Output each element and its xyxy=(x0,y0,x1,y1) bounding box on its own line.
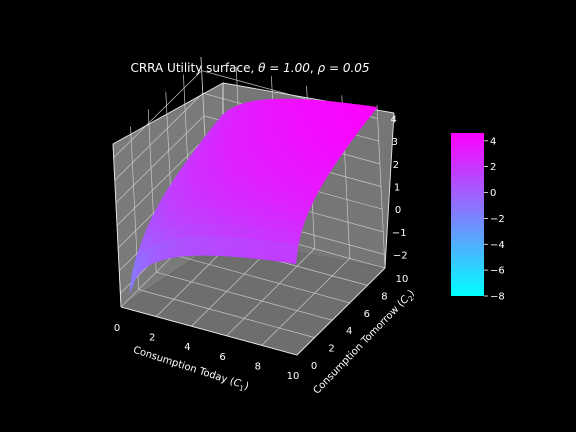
colorbar-tick-label: 4 xyxy=(490,136,496,147)
colorbar-ticks: 4 2 0 −2 −4 −6 −8 xyxy=(484,136,505,303)
y-tick-label: 8 xyxy=(381,291,387,302)
colorbar-tick-label: −8 xyxy=(490,292,505,303)
y-tick-label: 10 xyxy=(396,274,409,285)
z-ticks: −2 −1 0 1 2 3 4 xyxy=(391,115,408,262)
z-tick-label: 3 xyxy=(392,137,398,148)
y-tick-label: 6 xyxy=(364,309,370,320)
floor-pane xyxy=(121,239,385,355)
colorbar xyxy=(451,133,484,296)
y-ticks: 02 4 68 10 xyxy=(311,274,409,372)
z-tick-label: 1 xyxy=(394,183,400,194)
colorbar-tick-label: 2 xyxy=(490,162,496,173)
x-tick-label: 2 xyxy=(149,333,155,344)
colorbar-tick-label: 0 xyxy=(490,188,496,199)
x-tick-label: 8 xyxy=(255,361,261,372)
y-tick-label: 4 xyxy=(346,326,352,337)
x-tick-label: 4 xyxy=(184,342,190,353)
utility-surface xyxy=(129,98,378,294)
z-tick-label: 0 xyxy=(395,205,401,216)
z-tick-label: −1 xyxy=(392,228,407,239)
chart-title: CRRA Utility surface, θ = 1.00, ρ = 0.05 xyxy=(130,61,369,75)
z-tick-label: 2 xyxy=(393,160,399,171)
y-tick-label: 0 xyxy=(311,361,317,372)
x-tick-label: 0 xyxy=(114,323,120,334)
x-tick-label: 10 xyxy=(287,371,300,382)
colorbar-tick-label: −6 xyxy=(490,266,505,277)
surface-patch xyxy=(288,243,299,264)
x-ticks: 0 2 4 6 8 10 xyxy=(114,323,300,382)
z-tick-label: 4 xyxy=(391,115,397,126)
z-tick-label: −2 xyxy=(393,250,408,261)
y-tick-label: 2 xyxy=(328,344,334,355)
colorbar-tick-label: −2 xyxy=(490,214,505,225)
colorbar-tick-label: −4 xyxy=(490,240,505,251)
x-tick-label: 6 xyxy=(219,352,225,363)
